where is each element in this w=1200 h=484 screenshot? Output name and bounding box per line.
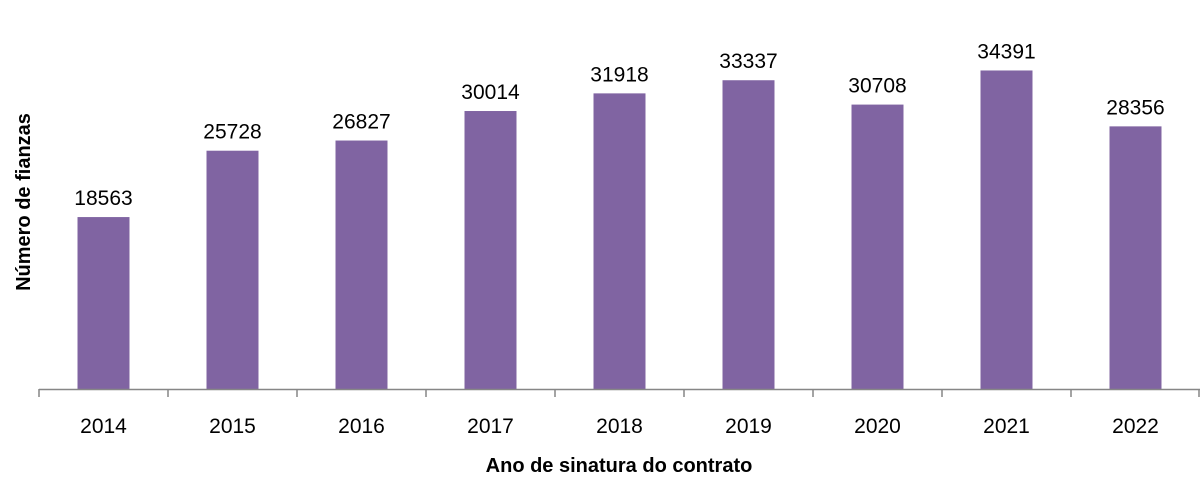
data-label-2020: 30708 (848, 75, 906, 98)
bar-2017 (464, 111, 517, 390)
data-label-2022: 28356 (1106, 96, 1164, 119)
data-label-2014: 18563 (74, 187, 132, 210)
tick-label-2017: 2017 (467, 415, 514, 438)
tick-label-2021: 2021 (983, 415, 1030, 438)
tick-label-2015: 2015 (209, 415, 256, 438)
data-label-2015: 25728 (203, 121, 261, 144)
tick-label-2014: 2014 (80, 415, 127, 438)
tick-label-2019: 2019 (725, 415, 772, 438)
bar-2021 (980, 70, 1033, 390)
tick-label-2020: 2020 (854, 415, 901, 438)
data-label-2018: 31918 (590, 63, 648, 86)
bar-2018 (593, 93, 646, 389)
data-label-2021: 34391 (977, 40, 1035, 63)
x-axis-title: Ano de sinatura do contrato (486, 455, 753, 477)
tick-label-2016: 2016 (338, 415, 385, 438)
tick-label-2018: 2018 (596, 415, 643, 438)
bar-2015 (206, 150, 259, 389)
bar-2019 (722, 80, 775, 390)
bar-2016 (335, 140, 388, 389)
y-axis-title: Número de fianzas (13, 113, 35, 291)
bar-2020 (851, 104, 904, 390)
data-label-2016: 26827 (332, 111, 390, 134)
bar-2014 (77, 217, 130, 389)
data-label-2017: 30014 (461, 81, 520, 104)
bar-2022 (1109, 126, 1162, 389)
tick-label-2022: 2022 (1112, 415, 1159, 438)
data-label-2019: 33337 (719, 50, 777, 73)
